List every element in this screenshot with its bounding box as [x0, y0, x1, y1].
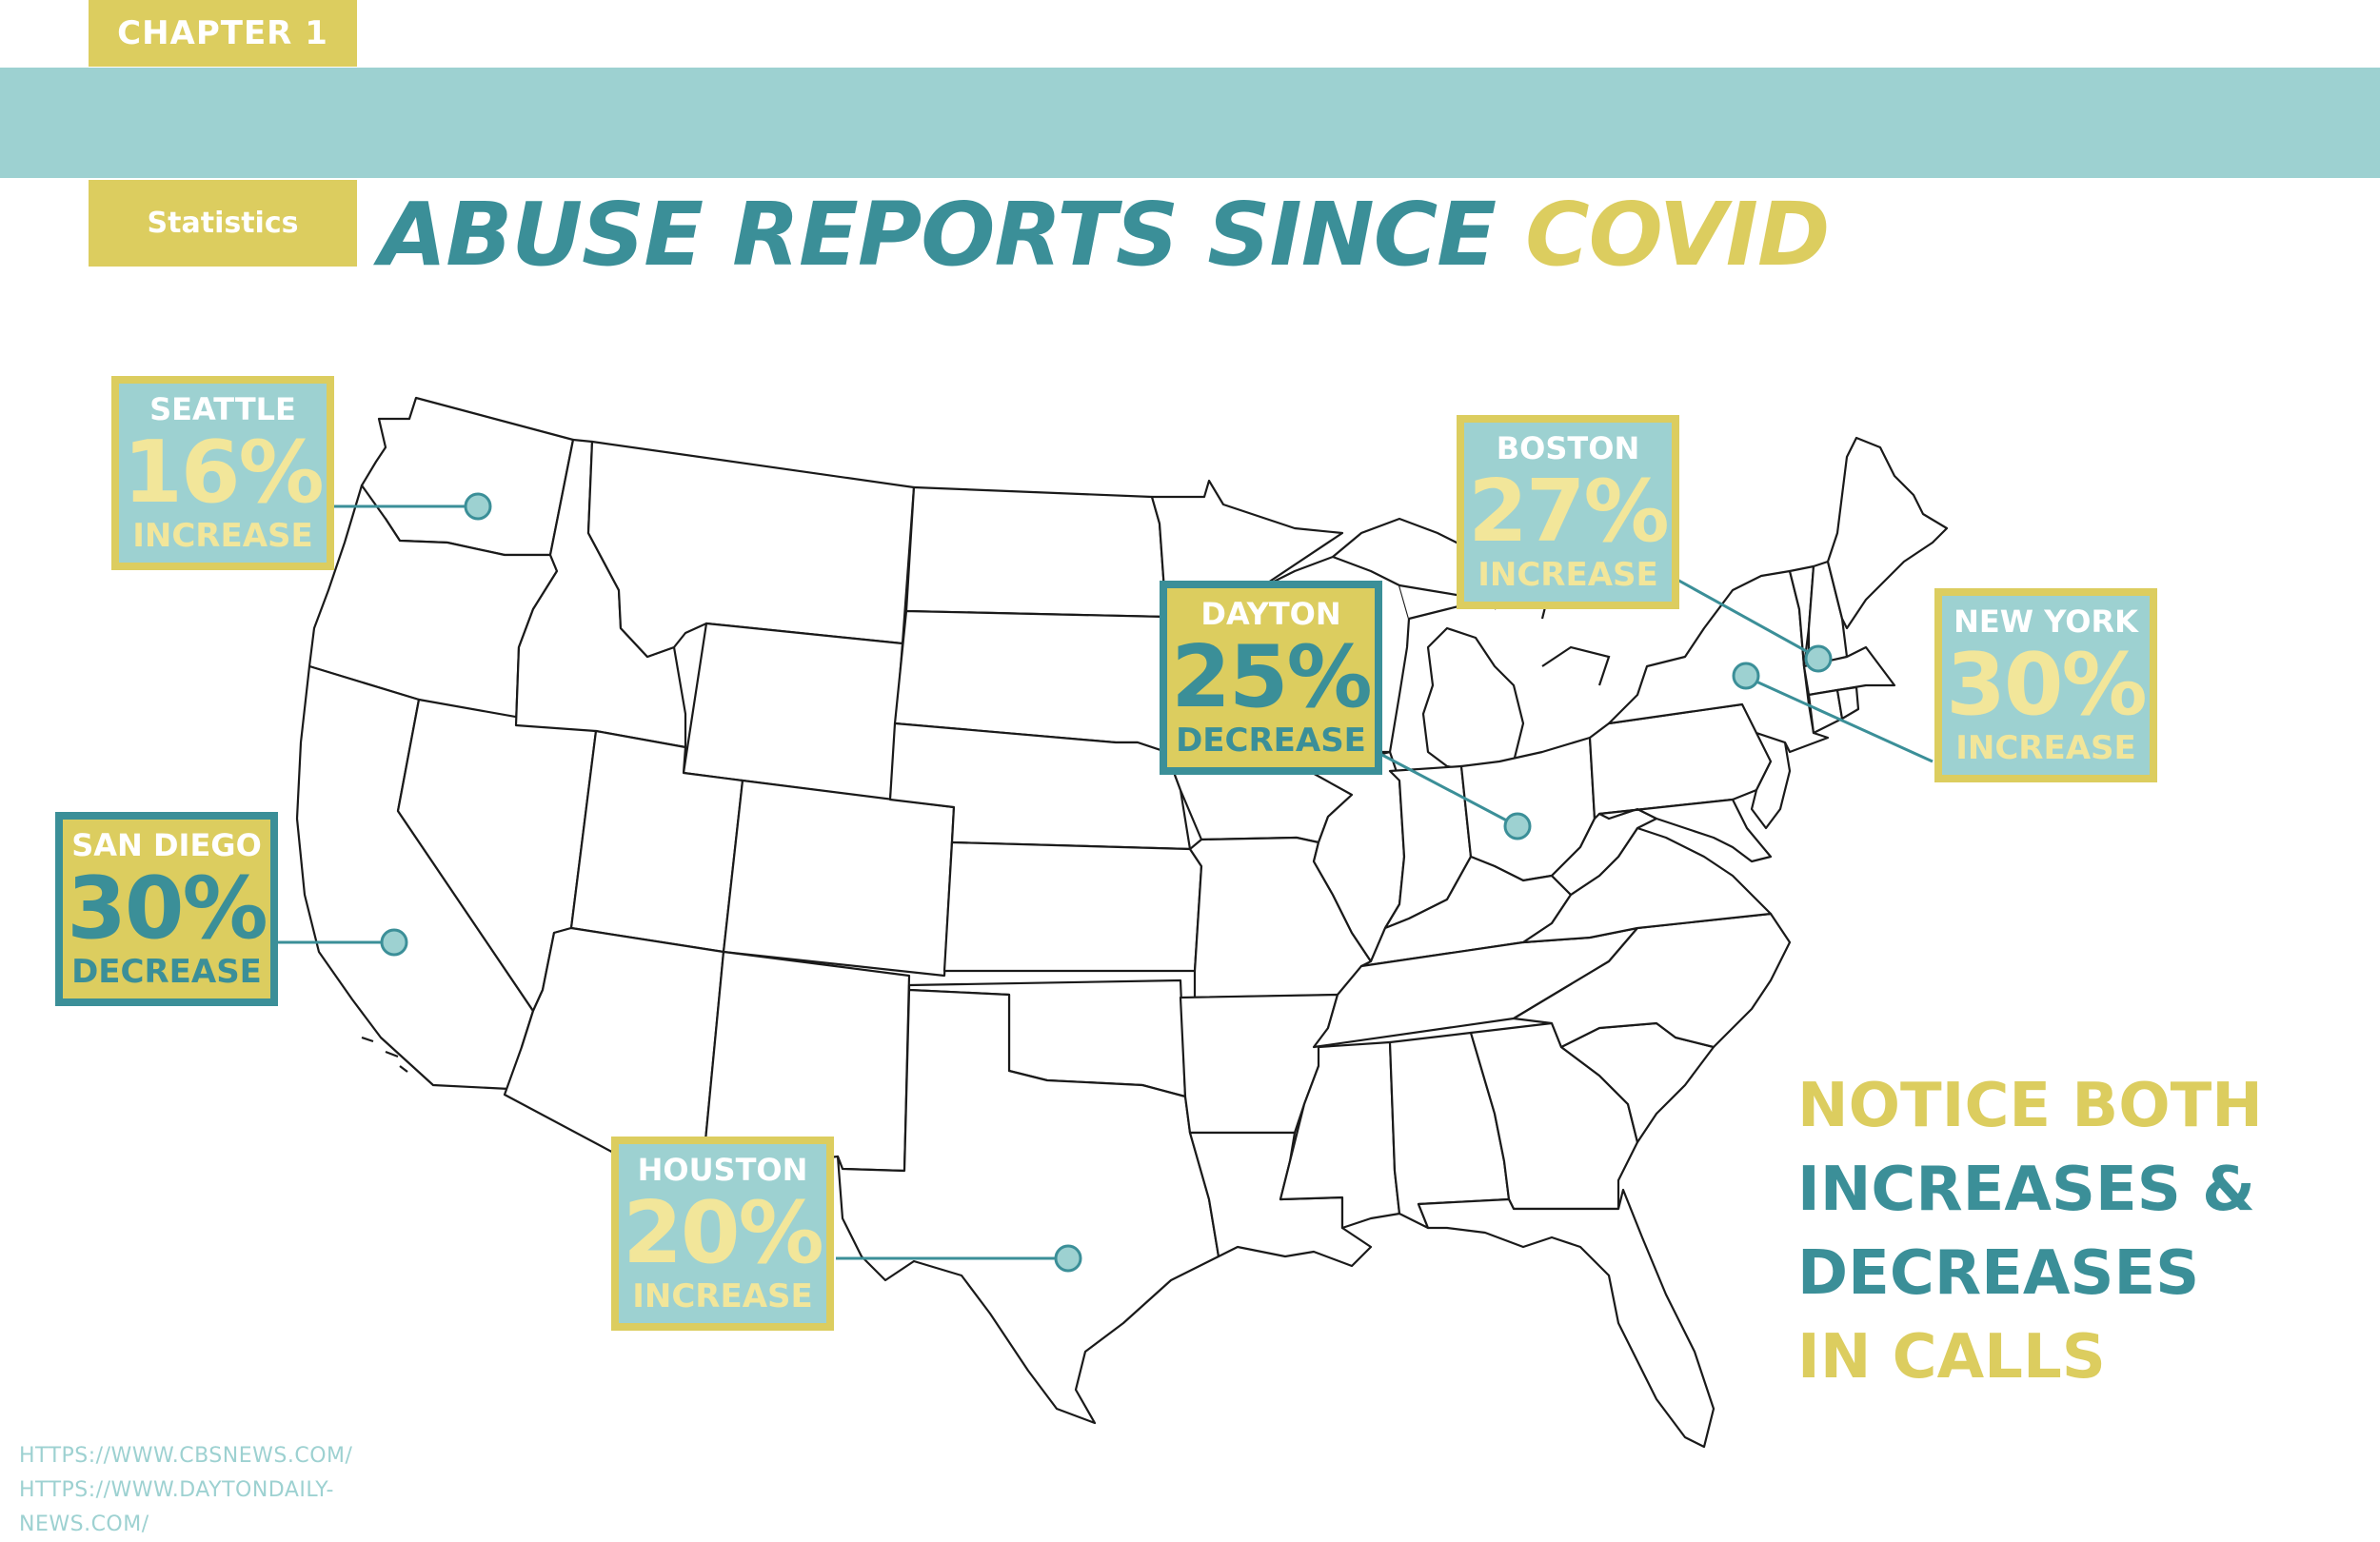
- notice-line-1: NOTICE BOTH: [1797, 1071, 2263, 1141]
- san-diego-callout: SAN DIEGO 30% DECREASE: [55, 812, 278, 1006]
- notice-line-3: DECREASES: [1797, 1238, 2200, 1309]
- state-north-dakota: [904, 485, 1168, 619]
- state-montana: [586, 440, 916, 659]
- state-new-jersey: [1750, 731, 1792, 830]
- dayton-dot: [1503, 812, 1532, 840]
- callout-change: DECREASE: [1176, 722, 1366, 760]
- section-tab: Statistics: [89, 180, 357, 267]
- state-michigan: [1398, 583, 1525, 773]
- seattle-dot: [464, 492, 492, 521]
- notice-line-4: IN CALLS: [1797, 1322, 2106, 1393]
- callout-percent: 27%: [1468, 462, 1669, 562]
- callout-percent: 16%: [123, 423, 324, 523]
- houston-dot: [1054, 1244, 1082, 1273]
- sources: HTTPS://WWW.CBSNEWS.COM/ HTTPS://WWW.DAY…: [19, 1439, 352, 1542]
- state-maryland: [1597, 798, 1773, 863]
- state-rhode-island: [1835, 685, 1860, 721]
- callout-percent: 30%: [67, 859, 268, 959]
- new-york-leader: [1747, 676, 1934, 763]
- callout-city: NEW YORK: [1954, 603, 2138, 640]
- dayton-leader: [1376, 750, 1518, 828]
- state-maine: [1826, 436, 1949, 630]
- callout-percent: 25%: [1171, 627, 1372, 727]
- state-florida: [1417, 1188, 1716, 1449]
- state-vermont: [1788, 564, 1815, 668]
- state-wyoming: [682, 622, 904, 801]
- title-main: ABUSE REPORTS SINCE: [379, 184, 1526, 286]
- header-band: [0, 68, 2380, 178]
- callout-change: INCREASE: [1478, 556, 1658, 594]
- boston-callout: BOSTON 27% INCREASE: [1457, 415, 1679, 609]
- callout-change: INCREASE: [632, 1277, 813, 1315]
- houston-callout: HOUSTON 20% INCREASE: [611, 1137, 834, 1331]
- callout-city: DAYTON: [1200, 596, 1341, 632]
- boston-leader: [1675, 577, 1817, 659]
- seattle-callout: SEATTLE 16% INCREASE: [111, 376, 334, 570]
- new-york-dot: [1732, 662, 1760, 690]
- dayton-callout: DAYTON 25% DECREASE: [1160, 581, 1382, 775]
- state-north-carolina: [1512, 912, 1792, 1049]
- callout-percent: 30%: [1946, 635, 2147, 735]
- callout-change: INCREASE: [1955, 729, 2136, 767]
- san-diego-dot: [380, 928, 408, 957]
- callout-city: HOUSTON: [637, 1152, 808, 1188]
- callout-city: SAN DIEGO: [71, 827, 262, 863]
- state-kansas: [942, 840, 1203, 973]
- source-line-3: NEWS.COM/: [19, 1512, 149, 1536]
- source-line-1: HTTPS://WWW.CBSNEWS.COM/: [19, 1444, 353, 1468]
- callout-change: DECREASE: [71, 953, 262, 991]
- state-colorado: [722, 779, 956, 978]
- callout-city: BOSTON: [1496, 430, 1640, 466]
- new-york-callout: NEW YORK 30% INCREASE: [1934, 588, 2157, 782]
- chapter-tab: CHAPTER 1: [89, 0, 357, 67]
- notice-text: NOTICE BOTH INCREASES & DECREASES IN CAL…: [1797, 1064, 2263, 1399]
- notice-line-2: INCREASES &: [1797, 1155, 2255, 1225]
- callout-change: INCREASE: [132, 517, 313, 555]
- title-accent: COVID: [1525, 184, 1830, 286]
- page-title: ABUSE REPORTS SINCE COVID: [379, 184, 1830, 286]
- state-nebraska: [888, 722, 1192, 851]
- callout-percent: 20%: [623, 1183, 823, 1283]
- channel-islands: [361, 1036, 408, 1073]
- source-line-2: HTTPS://WWW.DAYTONDAILY-: [19, 1478, 334, 1502]
- callout-city: SEATTLE: [149, 391, 296, 427]
- boston-dot: [1804, 644, 1833, 673]
